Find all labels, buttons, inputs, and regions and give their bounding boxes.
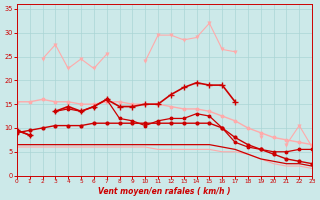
X-axis label: Vent moyen/en rafales ( km/h ): Vent moyen/en rafales ( km/h ) — [98, 187, 231, 196]
